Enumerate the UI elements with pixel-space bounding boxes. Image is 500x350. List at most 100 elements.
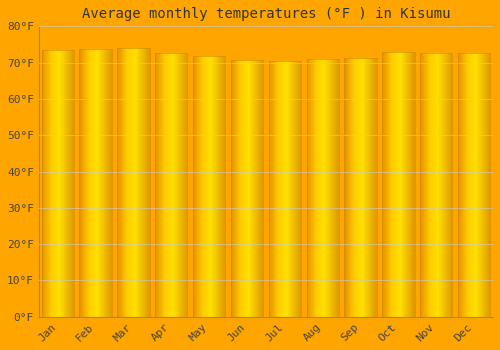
Bar [330, 60, 331, 317]
Bar [251, 60, 252, 317]
Bar [488, 53, 489, 317]
Bar [97, 49, 98, 317]
Bar [441, 53, 442, 317]
Bar [478, 53, 479, 317]
Bar [193, 56, 225, 317]
Bar [269, 61, 270, 317]
Bar [307, 60, 308, 317]
Bar [174, 53, 175, 317]
Bar [118, 48, 150, 317]
Bar [423, 53, 424, 317]
Bar [155, 53, 188, 317]
Bar [258, 60, 259, 317]
Bar [433, 53, 434, 317]
Bar [184, 53, 185, 317]
Bar [430, 53, 431, 317]
Bar [145, 48, 146, 317]
Bar [197, 56, 198, 317]
Bar [475, 53, 476, 317]
Bar [383, 52, 384, 317]
Bar [182, 53, 183, 317]
Bar [72, 50, 73, 317]
Bar [143, 48, 144, 317]
Bar [368, 57, 369, 317]
Bar [293, 61, 294, 317]
Bar [484, 53, 485, 317]
Bar [336, 60, 338, 317]
Bar [382, 52, 383, 317]
Bar [110, 49, 111, 317]
Bar [295, 61, 296, 317]
Bar [244, 60, 245, 317]
Bar [108, 49, 109, 317]
Bar [178, 53, 179, 317]
Bar [101, 49, 102, 317]
Bar [440, 53, 441, 317]
Bar [65, 50, 66, 317]
Bar [465, 53, 466, 317]
Bar [357, 57, 358, 317]
Bar [124, 48, 125, 317]
Bar [140, 48, 141, 317]
Bar [389, 52, 390, 317]
Bar [355, 57, 356, 317]
Bar [431, 53, 432, 317]
Bar [254, 60, 255, 317]
Bar [222, 56, 223, 317]
Bar [67, 50, 68, 317]
Bar [374, 57, 375, 317]
Bar [366, 57, 367, 317]
Bar [426, 53, 427, 317]
Bar [460, 53, 462, 317]
Bar [427, 53, 428, 317]
Bar [358, 57, 359, 317]
Bar [87, 49, 88, 317]
Bar [89, 49, 90, 317]
Bar [464, 53, 465, 317]
Bar [477, 53, 478, 317]
Bar [367, 57, 368, 317]
Bar [278, 61, 279, 317]
Bar [489, 53, 490, 317]
Bar [164, 53, 165, 317]
Bar [312, 60, 313, 317]
Bar [64, 50, 65, 317]
Bar [109, 49, 110, 317]
Bar [334, 60, 335, 317]
Bar [359, 57, 360, 317]
Bar [322, 60, 324, 317]
Bar [284, 61, 285, 317]
Bar [311, 60, 312, 317]
Bar [474, 53, 476, 317]
Bar [236, 60, 237, 317]
Bar [54, 50, 55, 317]
Bar [105, 49, 106, 317]
Bar [47, 50, 48, 317]
Bar [61, 50, 62, 317]
Bar [468, 53, 469, 317]
Bar [82, 49, 84, 317]
Bar [353, 57, 354, 317]
Bar [173, 53, 174, 317]
Bar [412, 52, 413, 317]
Bar [469, 53, 470, 317]
Bar [82, 49, 83, 317]
Bar [436, 53, 437, 317]
Bar [262, 60, 263, 317]
Bar [483, 53, 484, 317]
Bar [172, 53, 173, 317]
Bar [57, 50, 58, 317]
Bar [133, 48, 134, 317]
Bar [327, 60, 328, 317]
Bar [86, 49, 87, 317]
Bar [279, 61, 280, 317]
Bar [308, 60, 309, 317]
Bar [249, 60, 250, 317]
Bar [80, 49, 81, 317]
Bar [70, 50, 71, 317]
Bar [198, 56, 199, 317]
Bar [68, 50, 69, 317]
Bar [424, 53, 425, 317]
Bar [408, 52, 409, 317]
Bar [428, 53, 429, 317]
